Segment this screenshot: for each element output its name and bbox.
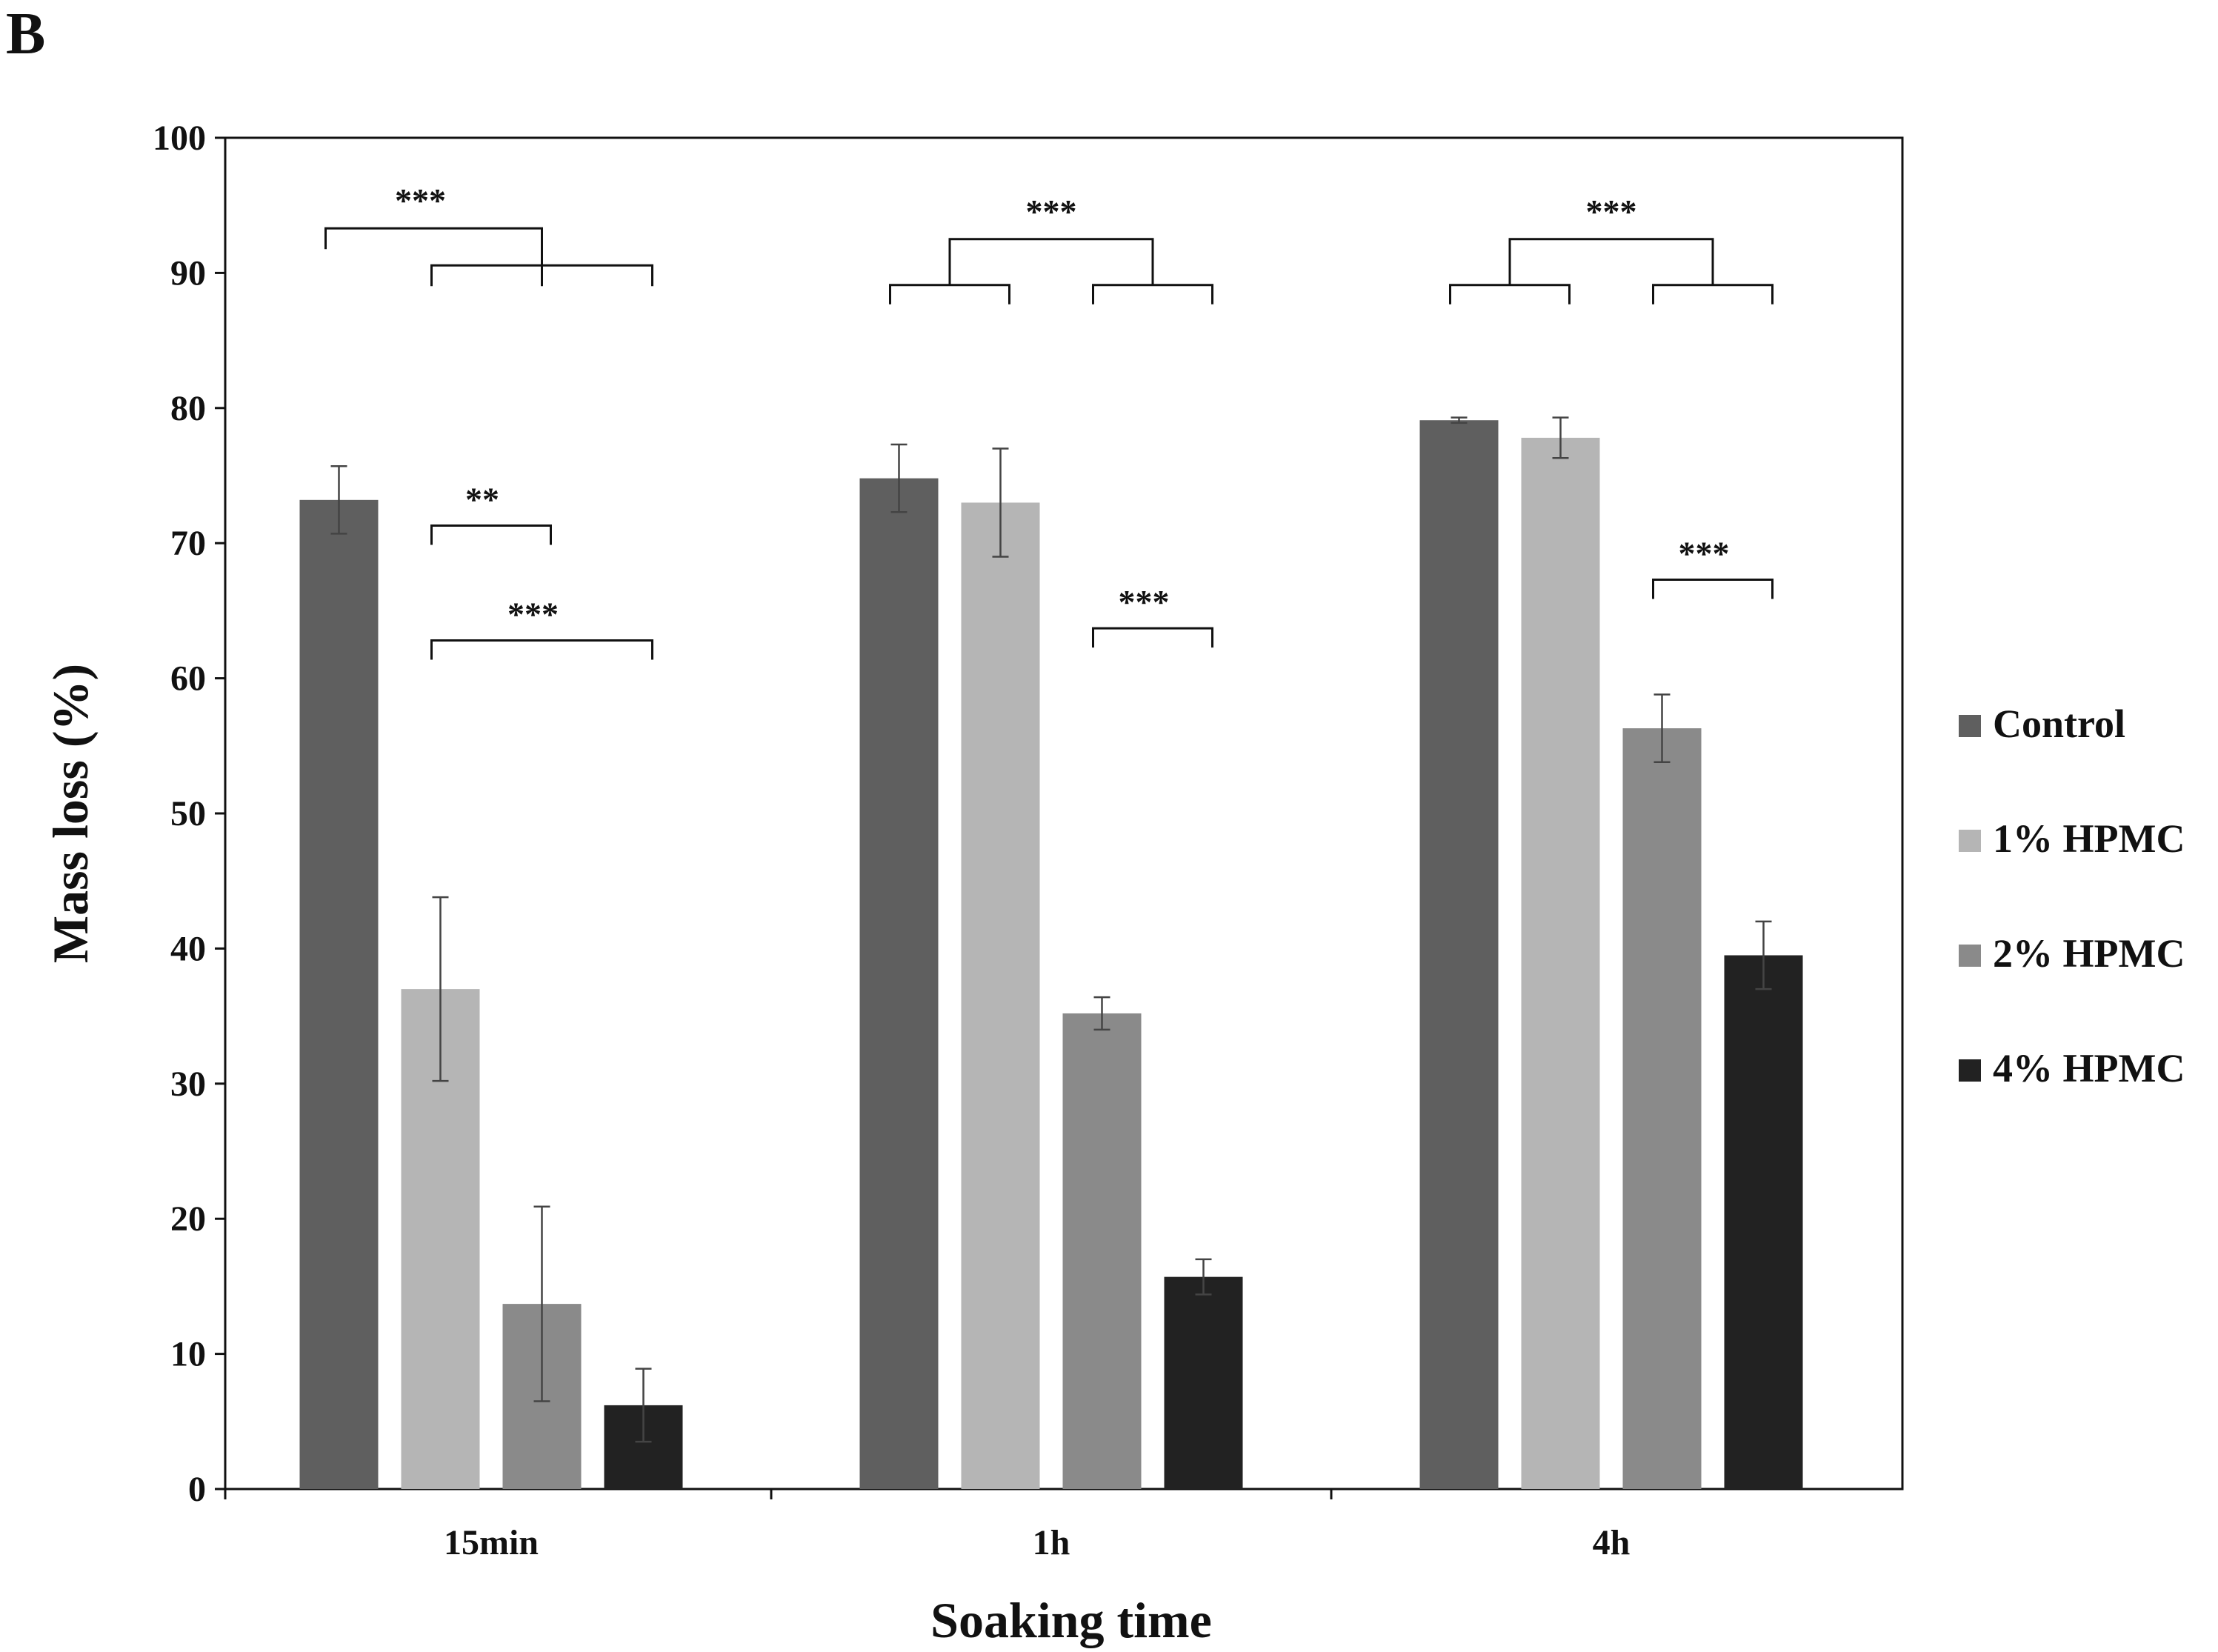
bar-4pct-hpmc-1h bbox=[1164, 1276, 1243, 1489]
panel-label: B bbox=[6, 1, 45, 67]
significance-bracket bbox=[1092, 627, 1213, 648]
significance-label: *** bbox=[507, 596, 559, 633]
legend-label: 2% HPMC bbox=[1993, 931, 2185, 976]
significance-15min-2: *** bbox=[430, 596, 653, 660]
error-bar-1pct-hpmc-15min bbox=[432, 896, 449, 1082]
significance-4h-6: *** bbox=[1652, 534, 1774, 599]
x-tick-label-15min: 15min bbox=[444, 1523, 539, 1562]
error-bar-2pct-hpmc-15min bbox=[533, 1205, 550, 1402]
significance-pair-bracket bbox=[1092, 284, 1213, 304]
significance-15min-0: *** bbox=[324, 181, 653, 287]
significance-link-bracket bbox=[1508, 238, 1714, 285]
y-tick-label: 50 bbox=[170, 794, 206, 833]
legend-item-control: Control bbox=[1959, 702, 2125, 746]
y-tick-label: 70 bbox=[170, 524, 206, 563]
significance-label: *** bbox=[1679, 534, 1730, 572]
bar-control-1h bbox=[859, 478, 939, 1490]
significance-link-bracket bbox=[948, 238, 1154, 285]
significance-bracket bbox=[1652, 578, 1774, 599]
x-tick-label-4h: 4h bbox=[1593, 1523, 1631, 1562]
error-bar-control-15min bbox=[330, 464, 347, 535]
significance-label: *** bbox=[1119, 583, 1170, 621]
bar-2pct-hpmc-4h bbox=[1622, 728, 1702, 1489]
y-axis-title: Mass loss (%) bbox=[42, 664, 99, 963]
significance-label: *** bbox=[1586, 193, 1637, 230]
significance-1h-3: *** bbox=[889, 193, 1213, 304]
x-axis-title: Soaking time bbox=[930, 1592, 1212, 1648]
significance-label: *** bbox=[395, 181, 446, 219]
bar-4pct-hpmc-4h bbox=[1724, 955, 1803, 1489]
error-bar-1pct-hpmc-4h bbox=[1552, 416, 1569, 459]
significance-15min-1: ** bbox=[430, 480, 552, 545]
significance-pair-bracket bbox=[1449, 284, 1571, 304]
y-tick-label: 20 bbox=[170, 1199, 206, 1239]
significance-pair-bracket bbox=[889, 284, 1010, 304]
legend-swatch bbox=[1959, 715, 1981, 737]
y-tick-label: 30 bbox=[170, 1065, 206, 1104]
significance-bracket bbox=[430, 524, 552, 545]
error-bar-control-1h bbox=[890, 443, 907, 513]
significance-bracket bbox=[430, 639, 653, 660]
significance-pair-bracket bbox=[1652, 284, 1774, 304]
y-tick-label: 100 bbox=[153, 119, 206, 158]
legend: Control 1% HPMC 2% HPMC 4% HPMC bbox=[1959, 702, 2185, 1090]
significance-label: *** bbox=[1026, 193, 1077, 230]
bar-control-15min bbox=[299, 499, 379, 1489]
legend-item-1pct-hpmc: 1% HPMC bbox=[1959, 816, 2185, 861]
significance-4h-5: *** bbox=[1449, 193, 1774, 304]
legend-label: 4% HPMC bbox=[1993, 1046, 2185, 1090]
error-bar-2pct-hpmc-4h bbox=[1653, 693, 1671, 763]
legend-swatch bbox=[1959, 830, 1981, 852]
legend-item-2pct-hpmc: 2% HPMC bbox=[1959, 931, 2185, 976]
bar-1pct-hpmc-1h bbox=[961, 502, 1040, 1489]
error-bar-4pct-hpmc-15min bbox=[635, 1368, 652, 1443]
y-tick-label: 40 bbox=[170, 929, 206, 968]
y-tick-label: 90 bbox=[170, 253, 206, 293]
bar-1pct-hpmc-4h bbox=[1521, 437, 1600, 1489]
legend-item-4pct-hpmc: 4% HPMC bbox=[1959, 1046, 2185, 1090]
error-bar-control-4h bbox=[1451, 416, 1468, 424]
significance-1h-4: *** bbox=[1092, 583, 1213, 648]
error-bar-4pct-hpmc-1h bbox=[1195, 1258, 1212, 1296]
y-tick-label: 0 bbox=[188, 1470, 206, 1509]
significance-label: ** bbox=[465, 480, 499, 518]
error-bar-2pct-hpmc-1h bbox=[1093, 996, 1110, 1031]
legend-swatch bbox=[1959, 945, 1981, 967]
legend-label: Control bbox=[1993, 702, 2125, 746]
y-tick-label: 80 bbox=[170, 389, 206, 428]
bar-2pct-hpmc-1h bbox=[1062, 1013, 1142, 1489]
legend-label: 1% HPMC bbox=[1993, 816, 2185, 861]
y-tick-label: 60 bbox=[170, 659, 206, 699]
significance-outer-bracket bbox=[324, 227, 543, 287]
error-bar-1pct-hpmc-1h bbox=[992, 447, 1009, 558]
error-bar-4pct-hpmc-4h bbox=[1755, 920, 1772, 990]
x-tick-label-1h: 1h bbox=[1033, 1523, 1070, 1562]
legend-swatch bbox=[1959, 1059, 1981, 1082]
bar-control-4h bbox=[1419, 420, 1499, 1489]
y-tick-label: 10 bbox=[170, 1335, 206, 1374]
